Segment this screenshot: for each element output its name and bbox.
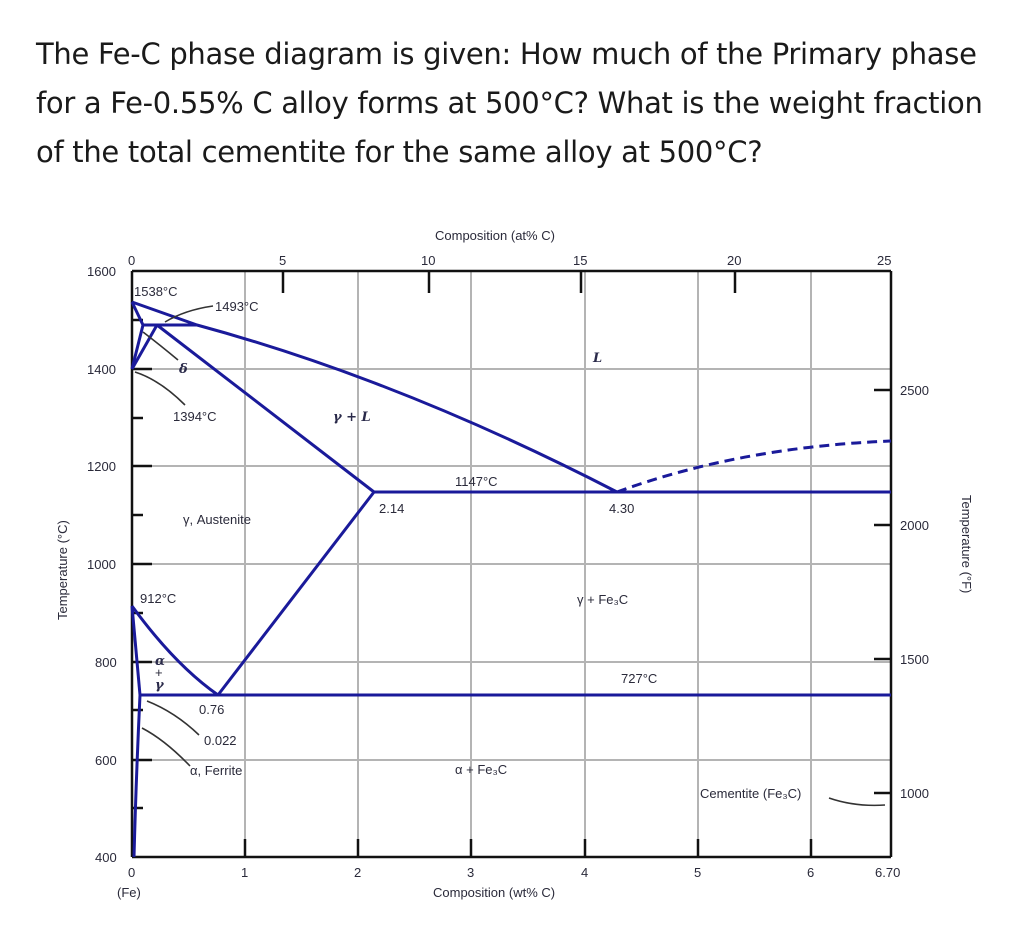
phase-gamma-cementite: γ + Fe₃C bbox=[577, 592, 628, 607]
bottom-tick-5: 5 bbox=[694, 865, 701, 880]
phase-gamma-liquid: γ + L bbox=[333, 410, 371, 425]
question-line-1: The Fe-C phase diagram is given: How muc… bbox=[36, 37, 977, 71]
right-tick-2000: 2000 bbox=[900, 518, 929, 533]
gamma-delta-boundary bbox=[130, 324, 159, 370]
top-tick-25: 25 bbox=[877, 253, 891, 268]
phase-delta: δ bbox=[178, 362, 188, 377]
bottom-axis-title: Composition (wt% C) bbox=[433, 885, 555, 900]
top-axis-title: Composition (at% C) bbox=[435, 228, 555, 243]
left-tick-800: 800 bbox=[95, 655, 117, 670]
phase-alpha-gamma-g: γ bbox=[155, 678, 165, 693]
phase-liquid: L bbox=[592, 351, 602, 366]
label-912c: 912°C bbox=[140, 591, 176, 606]
left-axis-ticks bbox=[132, 318, 152, 810]
top-tick-15: 15 bbox=[573, 253, 587, 268]
cementite-liquidus-dashed bbox=[616, 439, 892, 494]
bottom-tick-4: 4 bbox=[581, 865, 588, 880]
ferrite-solvus bbox=[132, 694, 142, 858]
phase-alpha-gamma-plus: + bbox=[155, 665, 163, 680]
grid bbox=[132, 271, 891, 857]
label-1394c: 1394°C bbox=[173, 409, 217, 424]
phase-boundaries bbox=[130, 300, 891, 858]
top-tick-10: 10 bbox=[421, 253, 435, 268]
bottom-sublabel-fe: (Fe) bbox=[117, 885, 141, 900]
right-tick-2500: 2500 bbox=[900, 383, 929, 398]
phase-cementite: Cementite (Fe₃C) bbox=[700, 786, 801, 801]
arrow-1394 bbox=[134, 371, 186, 406]
label-727c: 727°C bbox=[621, 671, 657, 686]
left-tick-1200: 1200 bbox=[87, 459, 116, 474]
right-tick-1000: 1000 bbox=[900, 786, 929, 801]
left-tick-600: 600 bbox=[95, 753, 117, 768]
question-text: The Fe-C phase diagram is given: How muc… bbox=[36, 30, 996, 177]
right-axis-ticks bbox=[874, 388, 891, 795]
a3-line bbox=[130, 605, 219, 697]
left-axis-title: Temperature (°C) bbox=[55, 520, 70, 620]
label-4-30: 4.30 bbox=[609, 501, 634, 516]
left-tick-1600: 1600 bbox=[87, 264, 116, 279]
bottom-tick-3: 3 bbox=[467, 865, 474, 880]
arrow-1493 bbox=[164, 305, 214, 323]
question-line-3: of the total cementite for the same allo… bbox=[36, 135, 763, 169]
top-tick-5: 5 bbox=[279, 253, 286, 268]
leader-arrows bbox=[134, 305, 886, 807]
question-line-2: for a Fe-0.55% C alloy forms at 500°C? W… bbox=[36, 86, 983, 120]
label-2-14: 2.14 bbox=[379, 501, 404, 516]
right-axis-title: Temperature (°F) bbox=[959, 495, 974, 593]
delta-solidus bbox=[130, 301, 145, 370]
label-1538c: 1538°C bbox=[134, 284, 178, 299]
label-0-022: 0.022 bbox=[204, 733, 237, 748]
label-1493c: 1493°C bbox=[215, 299, 259, 314]
top-tick-0: 0 bbox=[128, 253, 135, 268]
label-1147c: 1147°C bbox=[455, 474, 498, 489]
alpha-gamma-lower bbox=[130, 605, 142, 696]
left-tick-1000: 1000 bbox=[87, 557, 116, 572]
arrow-ferrite bbox=[141, 727, 191, 767]
bottom-tick-670: 6.70 bbox=[875, 865, 900, 880]
acm-line bbox=[216, 491, 376, 696]
left-tick-1400: 1400 bbox=[87, 362, 116, 377]
arrow-cementite bbox=[828, 797, 886, 807]
top-tick-20: 20 bbox=[727, 253, 741, 268]
phase-alpha-cementite: α + Fe₃C bbox=[455, 762, 507, 777]
phase-alpha-gamma-a: α bbox=[155, 654, 165, 669]
austenite-solidus bbox=[156, 323, 375, 494]
arrow-0022 bbox=[146, 700, 200, 736]
bottom-axis-ticks bbox=[243, 839, 813, 857]
right-tick-1500: 1500 bbox=[900, 652, 929, 667]
bottom-tick-2: 2 bbox=[354, 865, 361, 880]
phase-ferrite: α, Ferrite bbox=[190, 763, 242, 778]
top-axis-ticks bbox=[281, 271, 737, 293]
bottom-tick-6: 6 bbox=[807, 865, 814, 880]
label-0-76: 0.76 bbox=[199, 702, 224, 717]
phase-austenite: γ, Austenite bbox=[183, 512, 251, 527]
bottom-tick-0: 0 bbox=[128, 865, 135, 880]
bottom-tick-1: 1 bbox=[241, 865, 248, 880]
left-tick-400: 400 bbox=[95, 850, 117, 865]
arrow-delta bbox=[142, 331, 179, 361]
liquidus-line bbox=[131, 300, 618, 494]
